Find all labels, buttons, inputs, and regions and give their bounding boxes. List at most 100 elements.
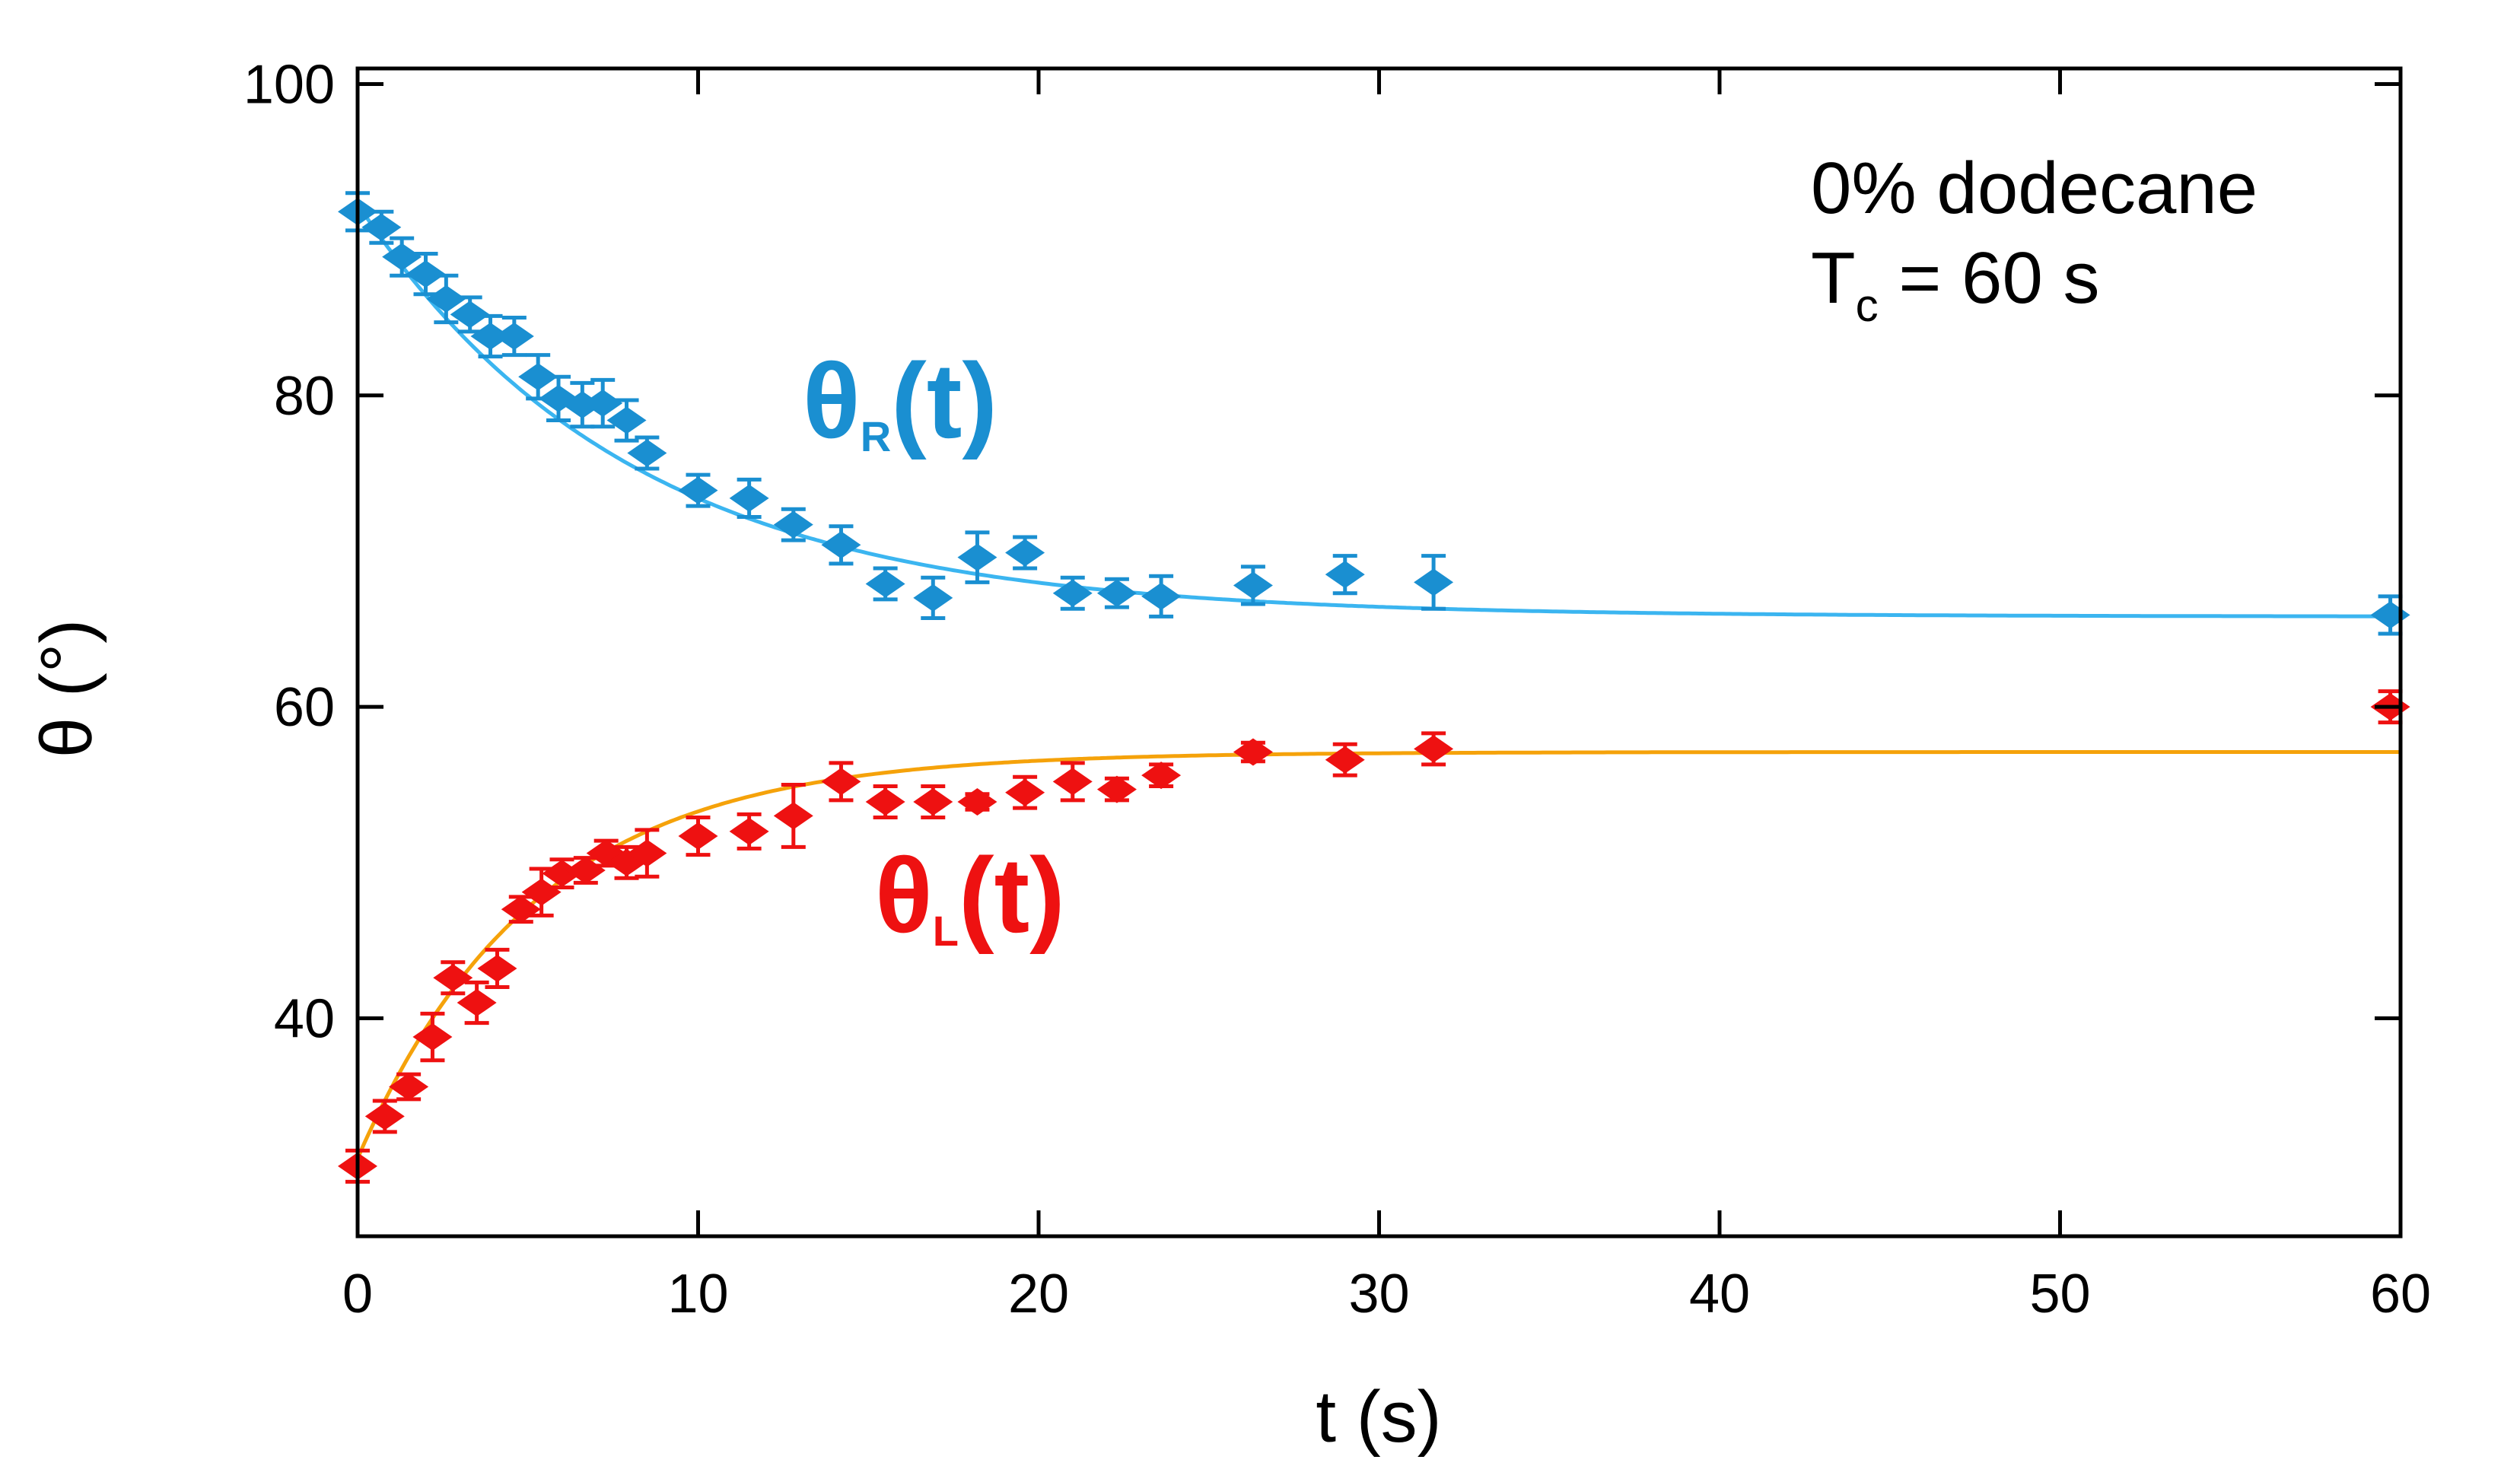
x-tick-label: 30 bbox=[1348, 1264, 1409, 1324]
x-tick-label: 10 bbox=[667, 1264, 728, 1324]
diamond-marker bbox=[1233, 738, 1273, 766]
diamond-marker bbox=[494, 323, 534, 351]
data-point-theta-l bbox=[821, 761, 861, 803]
diamond-marker bbox=[606, 406, 647, 434]
diamond-marker bbox=[364, 1102, 405, 1131]
diamond-marker bbox=[1233, 571, 1273, 599]
y-tick-label: 80 bbox=[274, 366, 335, 427]
y-tick-label: 100 bbox=[243, 54, 335, 115]
data-point-theta-r bbox=[773, 507, 813, 542]
diamond-marker bbox=[433, 964, 473, 992]
diamond-marker bbox=[361, 213, 402, 241]
series-label-theta-r: θR(t) bbox=[803, 341, 998, 460]
data-point-theta-l bbox=[678, 815, 718, 857]
diamond-marker bbox=[678, 476, 718, 504]
series-label-theta-l-rest: (t) bbox=[959, 835, 1065, 955]
data-point-theta-r bbox=[606, 398, 647, 443]
y-axis-title: θ (°) bbox=[26, 619, 107, 758]
data-point-theta-r bbox=[518, 353, 558, 401]
data-point-theta-r bbox=[494, 315, 534, 358]
data-point-theta-r bbox=[678, 472, 718, 508]
diamond-marker bbox=[913, 787, 953, 816]
diamond-marker bbox=[477, 954, 517, 982]
diamond-marker bbox=[1325, 561, 1365, 589]
x-tick-label: 40 bbox=[1689, 1264, 1750, 1324]
diamond-marker bbox=[565, 857, 606, 885]
diamond-marker bbox=[2370, 601, 2410, 629]
annotation-t-rest: = 60 s bbox=[1879, 237, 2100, 319]
diamond-marker bbox=[627, 839, 667, 867]
series-label-theta-l-sub: L bbox=[933, 907, 959, 955]
series-label-theta-r-rest: (t) bbox=[891, 341, 998, 460]
series-label-theta-r-sub: R bbox=[861, 412, 891, 460]
x-tick-label: 50 bbox=[2029, 1264, 2090, 1324]
diamond-marker bbox=[521, 878, 562, 906]
data-point-theta-l bbox=[1233, 738, 1273, 766]
data-point-theta-r bbox=[627, 435, 667, 471]
diamond-marker bbox=[1414, 568, 1454, 596]
data-point-theta-l bbox=[521, 867, 562, 917]
data-point-theta-r bbox=[361, 209, 402, 245]
data-point-theta-r bbox=[1005, 535, 1045, 571]
diamond-marker bbox=[389, 1073, 429, 1101]
data-point-theta-l bbox=[957, 787, 998, 816]
data-point-theta-l bbox=[865, 784, 905, 819]
fit-curve-theta-l bbox=[355, 750, 2401, 1159]
data-point-theta-l bbox=[1005, 774, 1045, 810]
y-tick-label: 60 bbox=[274, 677, 335, 738]
diamond-marker bbox=[583, 390, 623, 418]
data-point-theta-l bbox=[1141, 762, 1182, 790]
diamond-marker bbox=[382, 243, 422, 271]
data-point-theta-l bbox=[1096, 775, 1137, 803]
diamond-marker bbox=[426, 285, 466, 313]
annotation-line-2: Tc = 60 s bbox=[1811, 237, 2100, 331]
data-point-theta-r bbox=[1052, 575, 1093, 611]
annotation-t-main: T bbox=[1811, 237, 1856, 319]
diamond-marker bbox=[773, 510, 813, 539]
data-point-theta-r bbox=[406, 252, 446, 297]
axis-tick-labels: 0 10 20 30 40 50 60 40 60 80 100 bbox=[243, 54, 2431, 1324]
data-point-theta-r bbox=[865, 566, 905, 602]
data-point-theta-r bbox=[1414, 554, 1454, 611]
y-tick-label: 40 bbox=[274, 988, 335, 1049]
x-axis-title: t (s) bbox=[1316, 1376, 1441, 1458]
diamond-marker bbox=[957, 543, 998, 571]
data-point-theta-l bbox=[565, 856, 606, 885]
data-point-theta-l bbox=[1414, 731, 1454, 767]
data-point-theta-r bbox=[450, 295, 490, 334]
data-point-theta-r bbox=[426, 273, 466, 325]
x-tick-label: 20 bbox=[1008, 1264, 1069, 1324]
data-point-theta-r bbox=[821, 524, 861, 566]
x-tick-label: 60 bbox=[2370, 1264, 2431, 1324]
diamond-marker bbox=[773, 802, 813, 830]
axis-ticks bbox=[355, 68, 2403, 1236]
annotation-line-1: 0% dodecane bbox=[1811, 148, 2258, 229]
data-point-theta-r bbox=[957, 530, 998, 584]
data-point-theta-r bbox=[583, 377, 623, 429]
diamond-marker bbox=[729, 484, 769, 512]
data-point-theta-r bbox=[2370, 594, 2410, 636]
diamond-marker bbox=[1414, 735, 1454, 763]
diamond-marker bbox=[1052, 579, 1093, 607]
data-point-theta-l bbox=[913, 784, 953, 819]
fit-curves bbox=[355, 202, 2401, 1159]
diamond-marker bbox=[957, 787, 998, 816]
data-point-theta-l bbox=[477, 947, 517, 990]
data-point-theta-l bbox=[389, 1072, 429, 1102]
data-point-theta-r bbox=[1096, 577, 1137, 609]
data-point-theta-l bbox=[412, 1011, 453, 1063]
data-point-theta-l bbox=[364, 1099, 405, 1134]
series-label-theta-l-main: θ bbox=[875, 835, 933, 955]
data-point-theta-r bbox=[729, 477, 769, 519]
diamond-marker bbox=[457, 989, 497, 1016]
diamond-marker bbox=[518, 363, 558, 391]
diamond-marker bbox=[1096, 775, 1137, 803]
diamond-marker bbox=[450, 301, 490, 329]
data-point-theta-r bbox=[913, 575, 953, 620]
series-label-theta-l: θL(t) bbox=[875, 835, 1065, 955]
data-point-theta-l bbox=[627, 828, 667, 879]
diamond-marker bbox=[1325, 746, 1365, 774]
data-point-theta-r bbox=[1233, 564, 1273, 606]
diamond-marker bbox=[678, 822, 718, 851]
